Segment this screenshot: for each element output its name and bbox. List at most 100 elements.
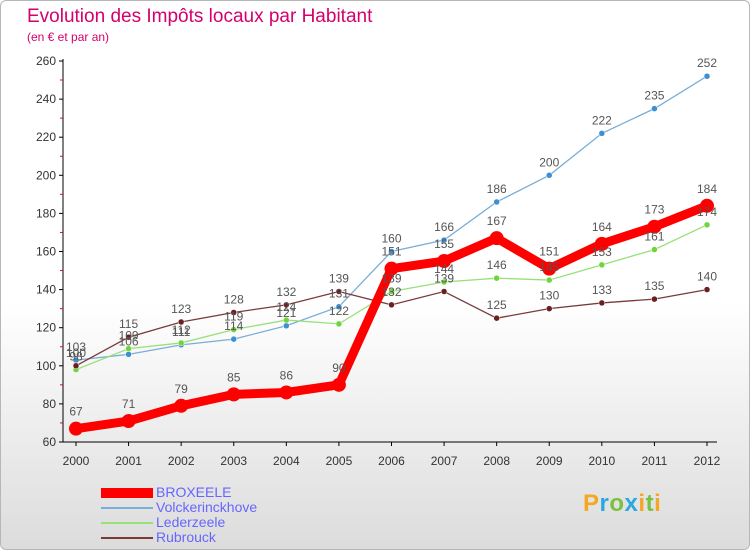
data-label: 145 xyxy=(539,260,559,274)
data-point xyxy=(594,236,609,251)
data-label: 135 xyxy=(644,279,664,293)
legend-label: Volckerinckhove xyxy=(156,499,258,515)
data-point xyxy=(440,278,448,286)
series-broxeele xyxy=(69,198,714,436)
legend-swatch xyxy=(101,537,153,539)
x-tick-label: 2011 xyxy=(642,454,668,468)
series-lederzeele xyxy=(72,221,711,373)
data-point xyxy=(651,105,658,112)
data-point xyxy=(226,387,241,402)
labels-broxeele: 67 71 79 85 86 90 151 155 167 151 164 173 184 xyxy=(69,182,717,419)
data-label: 164 xyxy=(592,220,612,234)
data-label: 222 xyxy=(592,113,612,127)
data-label: 155 xyxy=(434,237,454,251)
data-point xyxy=(283,316,290,324)
x-tick-label: 2002 xyxy=(168,454,195,468)
data-point xyxy=(230,335,237,343)
data-label: 85 xyxy=(227,370,241,384)
data-point xyxy=(651,295,658,303)
y-tick-label: 240 xyxy=(36,92,56,106)
data-label: 200 xyxy=(539,155,559,169)
data-point xyxy=(174,398,189,413)
data-point xyxy=(72,362,80,370)
data-point xyxy=(493,198,500,206)
data-point xyxy=(493,274,500,282)
data-label: 139 xyxy=(329,272,349,286)
data-label: 128 xyxy=(224,292,244,306)
data-point xyxy=(542,261,557,276)
data-label: 144 xyxy=(434,262,454,276)
data-point xyxy=(125,345,132,352)
y-tick-label: 60 xyxy=(43,435,57,449)
data-label: 109 xyxy=(119,329,139,343)
chart-title: Evolution des Impôts locaux par Habitant xyxy=(27,6,373,27)
data-label: 166 xyxy=(434,220,454,234)
x-tick-label: 2008 xyxy=(483,454,510,468)
data-label: 90 xyxy=(332,361,346,375)
data-label: 131 xyxy=(329,287,349,301)
data-label: 115 xyxy=(119,317,138,331)
logo-letter: P xyxy=(583,490,600,517)
data-point xyxy=(703,286,711,293)
data-label: 151 xyxy=(381,245,401,259)
data-label: 133 xyxy=(592,283,612,297)
data-label: 184 xyxy=(697,182,717,196)
legend-label: Rubrouck xyxy=(156,529,216,545)
data-point xyxy=(335,303,343,310)
data-label: 79 xyxy=(174,382,188,396)
logo-letter: i xyxy=(638,490,646,517)
data-point xyxy=(703,72,711,80)
legend-swatch xyxy=(101,488,153,498)
data-label: 132 xyxy=(276,285,296,299)
data-label: 161 xyxy=(644,230,664,244)
series-line xyxy=(75,75,708,361)
data-point xyxy=(598,261,606,269)
data-point xyxy=(440,288,448,295)
y-tick-label: 80 xyxy=(43,397,57,411)
x-tick-label: 2012 xyxy=(694,454,721,468)
data-label: 121 xyxy=(276,306,296,320)
data-label: 125 xyxy=(487,298,507,312)
series-volckerinckhove xyxy=(72,72,711,364)
data-label: 103 xyxy=(66,340,86,354)
logo-letter: r xyxy=(599,490,610,517)
data-label: 98 xyxy=(69,350,83,364)
x-tick-label: 2003 xyxy=(220,454,247,468)
data-label: 122 xyxy=(329,304,349,318)
series-rubrouck xyxy=(72,286,711,370)
legend-swatch xyxy=(101,522,153,524)
data-point xyxy=(489,231,504,246)
chart-subtitle: (en € et par an) xyxy=(27,30,110,44)
data-label: 132 xyxy=(381,285,401,299)
data-point xyxy=(598,299,606,307)
y-tick-label: 200 xyxy=(36,168,56,182)
data-point xyxy=(388,248,395,255)
x-tick-label: 2009 xyxy=(536,454,563,468)
data-point xyxy=(177,339,185,347)
data-point xyxy=(384,261,399,276)
data-label: 124 xyxy=(276,300,296,314)
data-point xyxy=(546,172,553,179)
data-label: 151 xyxy=(539,245,559,259)
data-point xyxy=(121,414,136,429)
data-point xyxy=(546,305,553,312)
data-label: 160 xyxy=(381,232,401,246)
x-tick-label: 2004 xyxy=(273,454,300,468)
data-label: 123 xyxy=(171,302,191,316)
data-point xyxy=(651,246,658,253)
data-label: 67 xyxy=(69,405,83,419)
data-label: 174 xyxy=(697,205,717,219)
data-label: 173 xyxy=(644,203,664,217)
data-label: 235 xyxy=(644,89,664,103)
data-point xyxy=(230,309,237,316)
x-tick-label: 2007 xyxy=(431,454,458,468)
x-tick-label: 2005 xyxy=(326,454,353,468)
data-label: 252 xyxy=(697,56,717,70)
data-point xyxy=(335,288,343,295)
data-point xyxy=(493,314,500,322)
y-tick-label: 260 xyxy=(36,54,56,68)
